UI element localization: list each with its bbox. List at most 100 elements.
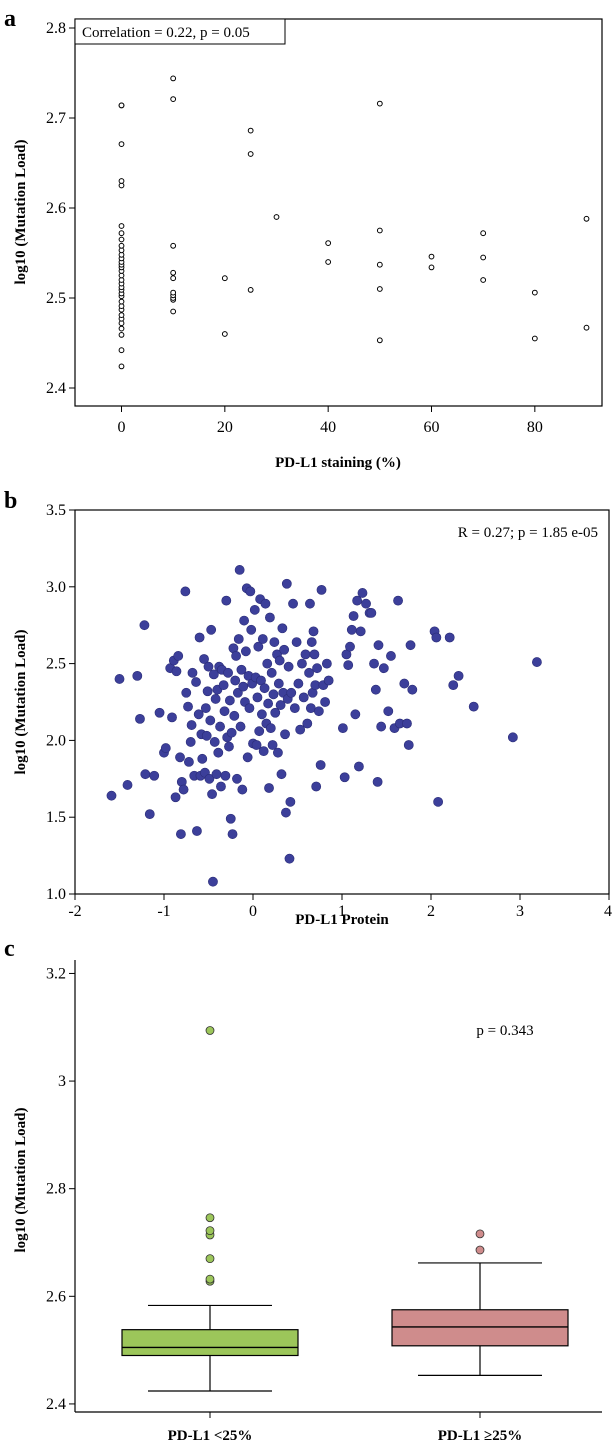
chart-b-point bbox=[285, 796, 296, 807]
chart-a: Correlation = 0.22, p = 0.05 2.42.52.62.… bbox=[13, 18, 603, 471]
chart-b-x-tick-label: 2 bbox=[427, 903, 435, 920]
chart-b-point bbox=[225, 813, 236, 824]
chart-b-point bbox=[205, 715, 216, 726]
chart-b-point bbox=[288, 598, 298, 609]
chart-b-point bbox=[279, 644, 290, 655]
chart-b-point bbox=[204, 773, 215, 784]
chart-a-point bbox=[118, 242, 125, 249]
chart-b-point bbox=[257, 634, 268, 644]
chart-c-y-tick-label: 2.6 bbox=[46, 1288, 66, 1305]
chart-c-outlier bbox=[475, 1245, 485, 1255]
chart-b-point bbox=[122, 780, 133, 790]
chart-a-x-tick-label: 60 bbox=[424, 419, 440, 436]
chart-b-point bbox=[453, 670, 464, 681]
chart-b-point bbox=[210, 694, 221, 704]
chart-b-point bbox=[312, 663, 322, 674]
chart-a-point bbox=[118, 363, 125, 370]
chart-b-x-label: PD-L1 Protein bbox=[295, 912, 389, 928]
chart-b-point bbox=[277, 623, 288, 634]
chart-a-point bbox=[118, 102, 125, 109]
chart-b-point bbox=[206, 624, 217, 635]
chart-b-point bbox=[193, 709, 204, 720]
chart-b-y-tick-label: 2.5 bbox=[46, 656, 66, 673]
chart-a-point bbox=[118, 141, 125, 148]
chart-b-point bbox=[378, 663, 389, 674]
chart-a-point bbox=[247, 287, 254, 293]
chart-a-point bbox=[221, 275, 228, 282]
chart-b-point bbox=[309, 649, 320, 660]
chart-c-box bbox=[391, 1309, 569, 1347]
chart-b-point bbox=[167, 712, 177, 723]
chart-b-point bbox=[373, 640, 384, 651]
chart-b-point bbox=[468, 701, 479, 712]
chart-b-point bbox=[273, 678, 284, 689]
chart-b-point bbox=[311, 781, 322, 792]
chart-b-point bbox=[265, 723, 276, 734]
chart-b-y-tick-label: 3.5 bbox=[46, 502, 66, 519]
chart-b-point bbox=[170, 792, 181, 803]
chart-b-point bbox=[213, 747, 224, 758]
chart-b-point bbox=[281, 578, 292, 589]
chart-b-x-tick-label: 4 bbox=[604, 903, 612, 920]
chart-b-point bbox=[135, 713, 145, 724]
chart-b-point bbox=[280, 729, 290, 740]
chart-b-point bbox=[266, 667, 277, 678]
chart-b-point bbox=[187, 667, 198, 678]
chart-a-point bbox=[170, 308, 177, 315]
chart-b-point bbox=[281, 807, 291, 818]
chart-a-y-axis: 2.4 2.5 2.6 2.7 2.8 bbox=[46, 20, 75, 397]
chart-a-point bbox=[583, 324, 590, 331]
chart-b-point bbox=[348, 611, 359, 621]
chart-b-point bbox=[399, 678, 410, 689]
chart-b-point bbox=[313, 706, 324, 717]
chart-b-point bbox=[407, 684, 418, 695]
chart-b-point bbox=[218, 680, 229, 691]
chart-b-point bbox=[249, 604, 260, 615]
chart-b-point bbox=[106, 790, 117, 801]
chart-c-annotation: p = 0.343 bbox=[476, 1023, 533, 1039]
chart-b-point bbox=[260, 598, 271, 609]
chart-a-y-tick-label: 2.6 bbox=[46, 200, 66, 217]
chart-a-point bbox=[273, 214, 280, 220]
chart-a-point bbox=[221, 331, 228, 337]
chart-b-point bbox=[208, 876, 218, 887]
chart-a-point bbox=[118, 332, 125, 338]
chart-b-point bbox=[203, 661, 214, 672]
panel-a: a Correlation = 0.22, p = 0.05 2.4 2.5 2.6… bbox=[0, 0, 612, 480]
chart-a-point bbox=[480, 230, 487, 237]
chart-a-point bbox=[247, 151, 254, 157]
chart-a-point bbox=[325, 240, 332, 247]
chart-b-point bbox=[197, 753, 208, 764]
chart-b-point bbox=[298, 692, 309, 703]
chart-b-point bbox=[315, 760, 326, 770]
chart-b-point bbox=[274, 655, 285, 666]
chart-c-outlier bbox=[475, 1229, 485, 1239]
chart-b-point bbox=[176, 829, 186, 839]
chart-a-point bbox=[480, 254, 487, 261]
chart-b-y-tick-label: 1.0 bbox=[46, 886, 66, 903]
chart-a-x-axis: 0 20 40 60 80 bbox=[118, 406, 543, 436]
chart-a-y-tick-label: 2.8 bbox=[46, 20, 66, 37]
chart-b-x-tick-label: 0 bbox=[249, 903, 257, 920]
chart-a-x-tick-label: 40 bbox=[320, 419, 336, 436]
chart-b-point bbox=[323, 675, 334, 686]
chart-b-point bbox=[352, 595, 363, 606]
chart-c-y-tick-label: 3.2 bbox=[46, 965, 66, 982]
chart-b-x-tick-label: -1 bbox=[157, 903, 170, 920]
chart-b-point bbox=[293, 678, 304, 689]
chart-b-y-tick-label: 3.0 bbox=[46, 579, 66, 596]
chart-a-x-tick-label: 20 bbox=[217, 419, 233, 436]
panel-b: b R = 0.27; p = 1.85 e-05 1.0 1.5 2.0 2.5 3.… bbox=[0, 480, 612, 930]
chart-b-point bbox=[343, 660, 354, 671]
chart-a-point bbox=[376, 100, 383, 107]
chart-b-point bbox=[207, 789, 217, 800]
chart-a-point bbox=[531, 335, 538, 342]
panel-b-letter: b bbox=[4, 488, 18, 514]
chart-b-point bbox=[239, 615, 249, 626]
chart-b-point bbox=[192, 826, 202, 836]
chart-c-boxes bbox=[121, 1026, 569, 1392]
chart-b-point bbox=[289, 703, 300, 714]
chart-b-point bbox=[191, 677, 201, 687]
chart-c-box bbox=[121, 1329, 299, 1357]
chart-a-point bbox=[118, 312, 125, 319]
